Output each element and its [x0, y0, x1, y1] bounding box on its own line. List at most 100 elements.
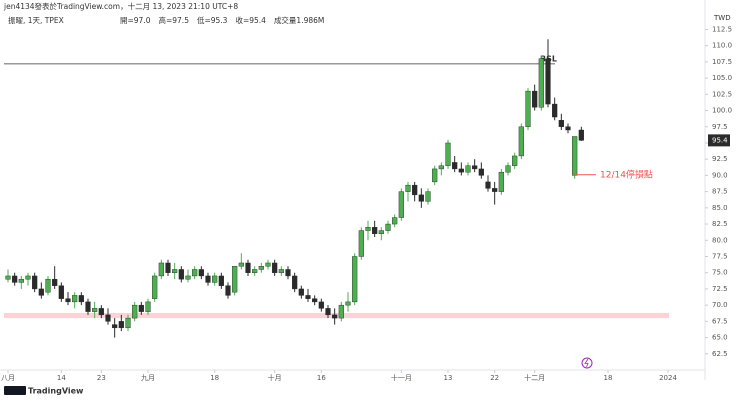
candle-body [352, 256, 358, 303]
candle-body [305, 295, 311, 299]
candle-body [232, 266, 238, 293]
candle-body [438, 165, 444, 170]
candle-body [532, 90, 538, 108]
symbol: 振曜, 1天, TPEX [8, 15, 64, 25]
candle-body [378, 230, 384, 234]
candle-body [385, 223, 391, 231]
candle-body [192, 269, 198, 277]
ohlc-value: 高=97.5 [158, 15, 189, 25]
y-tick-label: 75.0 [712, 269, 728, 277]
candle-body [565, 126, 571, 131]
candle-body [265, 262, 271, 267]
x-tick-label: 16 [317, 374, 326, 382]
y-tick-label: 62.5 [712, 350, 728, 358]
ohlc-value: 低=95.3 [197, 15, 228, 25]
candle-body [65, 298, 71, 303]
candle-body [445, 142, 451, 166]
x-tick-label: 九月 [141, 373, 155, 382]
candle-body [5, 275, 11, 280]
candle-body [432, 168, 438, 183]
candle-body [52, 278, 58, 286]
candle-body [98, 308, 104, 316]
ohlc-value: 收=95.4 [235, 15, 266, 25]
y-tick-label: 105.0 [712, 74, 732, 82]
candle-body [465, 165, 471, 173]
y-tick-label: 70.0 [712, 301, 728, 309]
ohlc-value: 成交量1.986M [274, 15, 324, 25]
candle-body [85, 301, 91, 312]
candle-body [325, 308, 331, 316]
candle-body [178, 269, 184, 280]
x-tick-label: 十月 [268, 373, 282, 382]
candle-body [472, 165, 478, 170]
candle-body [298, 288, 304, 296]
candle-body [185, 275, 191, 280]
candle-body [458, 168, 464, 173]
candle-body [412, 184, 418, 196]
candle-body [558, 120, 564, 127]
y-tick-label: 92.5 [712, 155, 728, 163]
candle-body [398, 191, 404, 218]
candle-body [498, 171, 504, 192]
y-tick-label: 77.5 [712, 252, 728, 260]
candle-body [545, 58, 551, 105]
candle-body [425, 191, 431, 202]
candle-body [332, 314, 338, 319]
x-tick-label: 18 [604, 374, 613, 382]
y-tick-label: 67.5 [712, 317, 728, 325]
y-tick-label: 107.5 [712, 58, 732, 66]
y-tick-label: 112.5 [712, 25, 732, 33]
y-tick-label: 97.5 [712, 123, 728, 131]
candle-body [572, 136, 578, 176]
x-tick-label: 13 [444, 374, 453, 382]
candle-body [132, 304, 138, 319]
candle-body [452, 162, 458, 170]
candle-body [372, 227, 378, 234]
candle-body [525, 90, 531, 127]
y-tick-label: 100.0 [712, 107, 732, 115]
brand-logo [4, 386, 26, 395]
candle-body [245, 262, 251, 273]
candle-body [492, 188, 498, 192]
author-line: jen4134發表於TradingView.com，十二月 13, 2023 2… [3, 1, 238, 11]
y-tick-label: 110.0 [712, 42, 732, 50]
candle-body [358, 230, 364, 257]
x-tick-label: 18 [210, 374, 219, 382]
candle-body [58, 285, 64, 299]
candle-body [145, 301, 151, 312]
candle-body [252, 269, 258, 273]
last-price-label: 95.4 [712, 136, 728, 144]
candle-body [18, 278, 24, 283]
stop-label: 12/14停損點 [600, 168, 653, 180]
candle-body [518, 126, 524, 157]
candle-body [198, 269, 204, 277]
candle-body [318, 301, 324, 309]
candle-body [218, 275, 224, 286]
candle-body [512, 155, 518, 166]
candle-body [152, 275, 158, 299]
y-tick-label: 65.0 [712, 334, 728, 342]
candle-body [312, 298, 318, 303]
candle-body [158, 262, 164, 277]
candle-body [225, 285, 231, 296]
event-icon[interactable] [581, 357, 593, 369]
candle-body [292, 275, 298, 290]
candle-body [278, 269, 284, 273]
candle-body [72, 295, 78, 303]
candle-body [538, 58, 544, 108]
candle-body [285, 269, 291, 277]
x-tick-label: 十一月 [391, 373, 412, 382]
candle-body [578, 129, 584, 141]
brand: TradingView [28, 387, 84, 396]
candle-body [345, 301, 351, 306]
candle-body [138, 304, 144, 312]
last-price-box [708, 134, 730, 147]
candle-body [105, 314, 111, 322]
candle-body [212, 275, 218, 283]
candle-body [32, 275, 38, 290]
candle-body [172, 269, 178, 273]
candle-body [45, 278, 51, 293]
ohlc-value: 開=97.0 [120, 16, 151, 25]
candle-body [272, 262, 278, 273]
